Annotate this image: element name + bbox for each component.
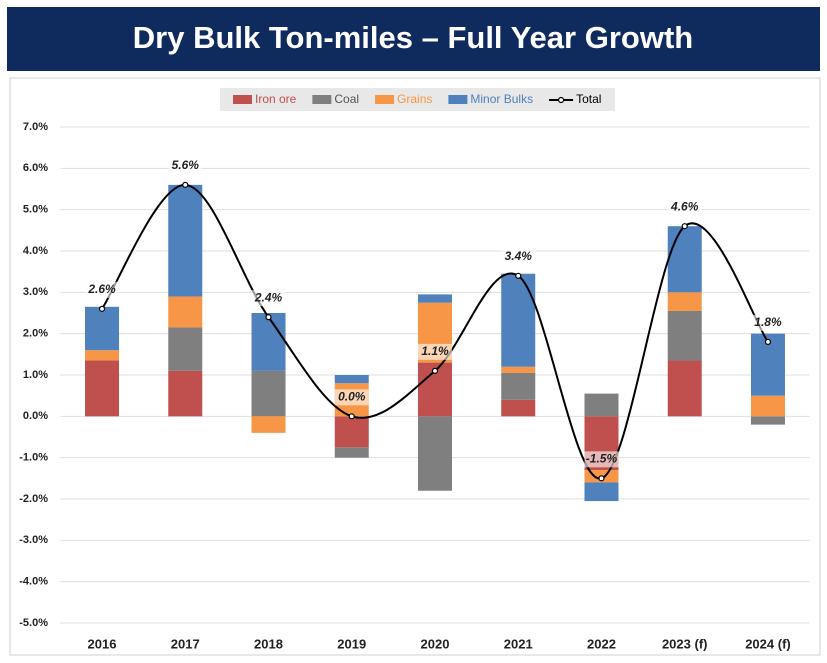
legend-swatch — [448, 95, 468, 104]
total-marker — [182, 181, 189, 188]
bar-segment — [85, 306, 120, 351]
bar-segment — [334, 375, 369, 384]
x-tick-label: 2016 — [88, 636, 117, 651]
data-label-bg — [750, 314, 785, 331]
legend-box — [220, 88, 615, 111]
data-label-bg — [584, 451, 619, 468]
x-tick-label: 2017 — [171, 636, 200, 651]
bar-segment — [168, 296, 203, 328]
data-label-bg — [334, 389, 369, 406]
total-marker — [515, 272, 522, 279]
data-label: -1.5% — [586, 452, 618, 466]
bar-segment — [584, 393, 619, 417]
header-bar — [7, 7, 820, 71]
bar-segment — [667, 226, 702, 293]
bar-segment — [667, 310, 702, 361]
y-tick-label: 4.0% — [23, 245, 48, 257]
y-tick-label: 5.0% — [23, 204, 48, 216]
bar-segment — [584, 482, 619, 502]
bar-segment — [501, 372, 536, 400]
data-label: 2.4% — [254, 290, 283, 304]
y-tick-label: -5.0% — [19, 617, 48, 629]
y-tick-label: 2.0% — [23, 328, 48, 340]
data-label: 2.6% — [87, 282, 116, 296]
bar-segment — [251, 370, 286, 417]
bar-segment — [418, 294, 452, 303]
data-label: 1.8% — [754, 315, 782, 329]
legend-marker — [557, 96, 565, 104]
total-marker — [681, 223, 688, 230]
bar-segment — [501, 273, 536, 367]
chart-title: Dry Bulk Ton-miles – Full Year Growth — [133, 20, 693, 55]
legend-swatch — [375, 95, 395, 104]
total-marker — [431, 367, 439, 374]
legend-swatch — [312, 95, 332, 104]
total-marker — [98, 305, 106, 312]
bar-segment — [750, 416, 785, 425]
bar-segment — [251, 313, 286, 371]
y-tick-label: -1.0% — [19, 452, 48, 464]
x-tick-label: 2019 — [337, 636, 366, 651]
x-tick-label: 2020 — [421, 636, 450, 651]
data-label-bg — [168, 157, 203, 174]
bar-segment — [667, 292, 702, 311]
y-tick-label: 3.0% — [23, 286, 48, 298]
x-tick-label: 2018 — [254, 636, 283, 651]
y-tick-label: -2.0% — [19, 493, 48, 505]
legend-label: Iron ore — [255, 92, 297, 106]
bar-segment — [168, 184, 203, 297]
legend-label: Total — [576, 92, 601, 106]
bar-segment — [85, 360, 120, 417]
total-line — [101, 183, 769, 480]
legend-label: Minor Bulks — [470, 92, 533, 106]
total-marker — [265, 314, 272, 321]
legend-label: Coal — [334, 92, 359, 106]
data-label: 1.1% — [421, 344, 449, 358]
data-label: 3.4% — [505, 249, 533, 263]
data-label: 0.0% — [338, 390, 366, 404]
bar-segment — [334, 416, 369, 448]
bar-segment — [667, 360, 702, 417]
x-tick-label: 2024 (f) — [745, 636, 791, 651]
chart-frame — [9, 77, 821, 656]
y-tick-label: 6.0% — [23, 162, 48, 174]
y-tick-label: 0.0% — [23, 410, 48, 422]
y-tick-label: 1.0% — [23, 369, 48, 381]
bar-segment — [418, 416, 452, 491]
y-tick-label: -4.0% — [19, 576, 48, 588]
y-tick-label: 7.0% — [23, 121, 48, 133]
bar-segment — [168, 327, 203, 371]
legend-swatch — [233, 95, 252, 104]
x-tick-label: 2022 — [587, 636, 616, 651]
data-label-bg — [501, 248, 536, 265]
bar-segment — [85, 350, 120, 361]
x-tick-label: 2023 (f) — [662, 636, 708, 651]
legend-label: Grains — [397, 92, 432, 106]
x-tick-label: 2021 — [504, 636, 533, 651]
data-label-bg — [667, 199, 702, 216]
data-label-bg — [418, 343, 452, 360]
bar-segment — [750, 395, 785, 417]
data-label-bg — [85, 281, 120, 298]
bar-segment — [501, 399, 536, 417]
bar-segment — [251, 416, 286, 433]
bar-segment — [168, 370, 203, 417]
data-label-bg — [251, 290, 286, 307]
data-label: 4.6% — [670, 199, 699, 213]
total-marker — [598, 475, 605, 482]
total-marker — [348, 413, 355, 420]
bar-segment — [334, 447, 369, 458]
total-marker — [764, 338, 772, 346]
data-label: 5.6% — [172, 158, 200, 172]
bar-segment — [501, 366, 536, 373]
y-tick-label: -3.0% — [19, 534, 48, 546]
